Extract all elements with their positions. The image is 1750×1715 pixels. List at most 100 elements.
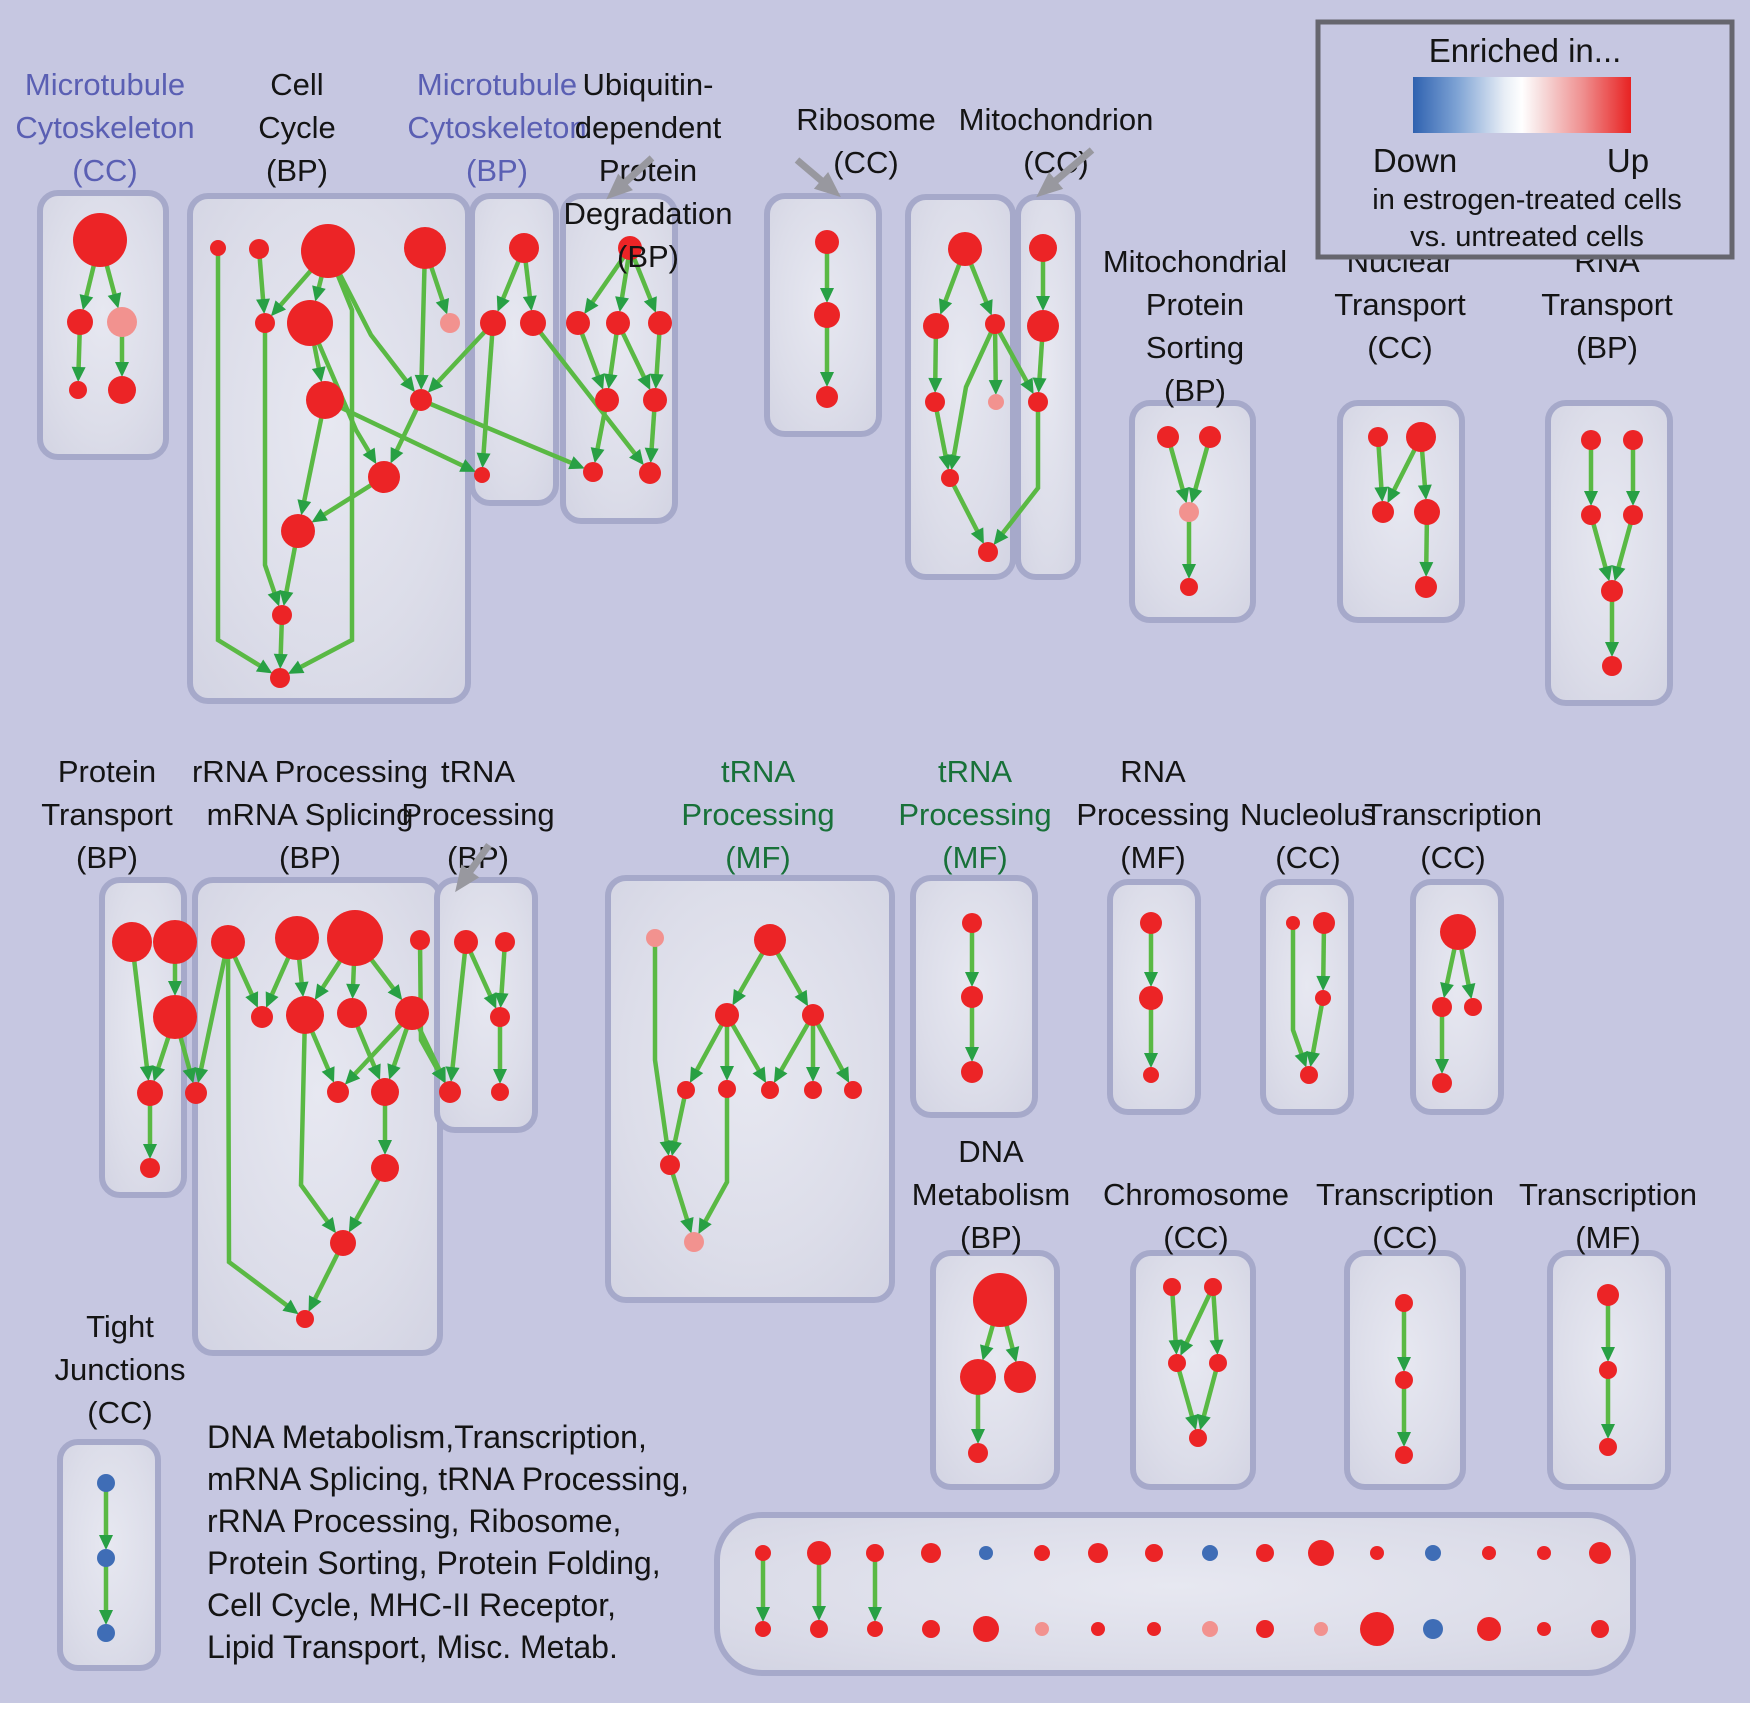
- node: [1589, 1542, 1611, 1564]
- node: [866, 1544, 884, 1562]
- node: [815, 230, 839, 254]
- edge: [1306, 997, 1326, 1068]
- node: [1395, 1294, 1413, 1312]
- node: [395, 996, 429, 1030]
- node: [1432, 1073, 1452, 1093]
- node: [368, 461, 400, 493]
- node: [296, 1310, 314, 1328]
- edge: [325, 249, 415, 393]
- node: [1091, 1622, 1105, 1636]
- node: [814, 302, 840, 328]
- node: [286, 996, 324, 1034]
- node: [337, 998, 367, 1028]
- edge: [652, 938, 674, 1157]
- node: [643, 388, 667, 412]
- node: [272, 605, 292, 625]
- node: [108, 376, 136, 404]
- node: [306, 381, 344, 419]
- group-label-rna-processing-mf: RNA Processing (MF): [1076, 754, 1229, 875]
- node: [1414, 499, 1440, 525]
- node: [69, 381, 87, 399]
- node: [816, 386, 838, 408]
- edge: [1209, 1286, 1224, 1355]
- node: [1482, 1546, 1496, 1560]
- node: [281, 514, 315, 548]
- node: [490, 1007, 510, 1027]
- legend-up-label: Up: [1607, 142, 1649, 179]
- node: [923, 313, 949, 339]
- node: [1599, 1438, 1617, 1456]
- node: [1028, 392, 1048, 412]
- edge: [287, 250, 355, 674]
- node: [1599, 1361, 1617, 1379]
- node: [1027, 310, 1059, 342]
- node: [474, 467, 490, 483]
- legend-down-label: Down: [1373, 142, 1457, 179]
- group-label-dna-metabolism-bp: DNA Metabolism (BP): [912, 1134, 1071, 1255]
- legend-subtitle-line2: vs. untreated cells: [1410, 221, 1644, 253]
- legend-subtitle-line1: in estrogen-treated cells: [1372, 184, 1682, 216]
- legend-title: Enriched in...: [1429, 32, 1622, 69]
- group-box-nuclear-transport-cc: [1337, 400, 1465, 623]
- node: [684, 1232, 704, 1252]
- node: [371, 1154, 399, 1182]
- group-label-rrna-processing-mrna-splicing-bp: rRNA Processing mRNA Splicing (BP): [192, 754, 428, 875]
- node: [1537, 1622, 1551, 1636]
- edge: [476, 322, 496, 469]
- edge: [414, 247, 429, 390]
- node: [112, 922, 152, 962]
- node: [153, 920, 197, 964]
- node: [140, 1158, 160, 1178]
- node: [1147, 1622, 1161, 1636]
- node: [1597, 1284, 1619, 1306]
- node: [810, 1620, 828, 1638]
- node: [97, 1549, 115, 1567]
- node: [985, 314, 1005, 334]
- edge: [129, 941, 154, 1082]
- node: [153, 995, 197, 1039]
- node: [1202, 1621, 1218, 1637]
- node: [327, 1081, 349, 1103]
- node: [804, 1081, 822, 1099]
- node: [1140, 912, 1162, 934]
- node: [973, 1616, 999, 1642]
- node: [404, 227, 446, 269]
- node: [1029, 234, 1057, 262]
- node: [1256, 1544, 1274, 1562]
- label-pointer-arrow: [606, 155, 655, 200]
- node: [275, 916, 319, 960]
- node: [491, 1083, 509, 1101]
- node: [961, 1061, 983, 1083]
- node: [371, 1078, 399, 1106]
- node: [606, 311, 630, 335]
- node: [761, 1081, 779, 1099]
- node: [1314, 1622, 1328, 1636]
- node: [1088, 1543, 1108, 1563]
- node: [677, 1081, 695, 1099]
- node: [480, 310, 506, 336]
- group-box-misc-categories: [714, 1512, 1636, 1676]
- edge: [1290, 923, 1308, 1068]
- node: [807, 1541, 831, 1565]
- node: [1145, 1544, 1163, 1562]
- node: [566, 311, 590, 335]
- node: [660, 1155, 680, 1175]
- node: [1004, 1361, 1036, 1393]
- edge: [298, 1014, 337, 1234]
- node: [1256, 1620, 1274, 1638]
- group-label-transcription-mf: Transcription (MF): [1519, 1177, 1697, 1255]
- node: [921, 1543, 941, 1563]
- node: [454, 930, 478, 954]
- node: [520, 310, 546, 336]
- node: [1209, 1354, 1227, 1372]
- label-pointer-arrow: [1036, 147, 1095, 198]
- node: [595, 388, 619, 412]
- group-label-chromosome-cc: Chromosome (CC): [1103, 1177, 1289, 1255]
- group-label-trna-processing-mf-small: tRNA Processing (MF): [898, 754, 1051, 875]
- node: [1143, 1067, 1159, 1083]
- node: [1370, 1546, 1384, 1560]
- node: [754, 924, 786, 956]
- node: [249, 239, 269, 259]
- node: [718, 1080, 736, 1098]
- node: [251, 1006, 273, 1028]
